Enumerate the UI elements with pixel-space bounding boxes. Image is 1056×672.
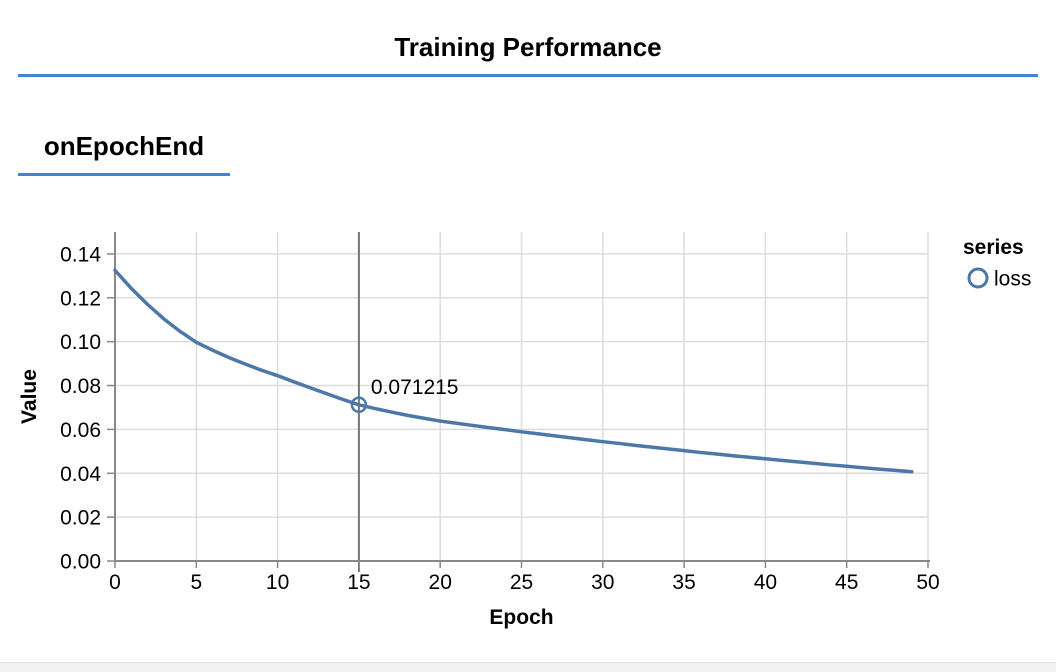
y-axis-title: Value	[18, 369, 41, 424]
x-tick-label: 5	[190, 571, 202, 594]
x-tick-label: 25	[510, 571, 533, 594]
page-bottom-edge	[0, 662, 1056, 672]
legend-loss-symbol	[967, 267, 989, 289]
title-underline	[18, 74, 1038, 77]
y-tick-label: 0.02	[60, 507, 101, 530]
page-title: Training Performance	[394, 32, 662, 62]
y-tick-label: 0.06	[60, 419, 101, 442]
hovered-point-marker	[350, 396, 368, 414]
x-tick-label: 20	[429, 571, 452, 594]
y-tick-label: 0.10	[60, 331, 101, 354]
chart-svg[interactable]: 0 5 10 15 20 25 30 35 40 45 50 0.00 0.02 0.04 0.06 0.08…	[0, 220, 1056, 650]
x-tick-label: 40	[754, 571, 777, 594]
x-tick-label: 15	[347, 571, 370, 594]
x-tick-label: 10	[266, 571, 289, 594]
x-axis-title: Epoch	[489, 606, 553, 629]
tooltip-value: 0.071215	[371, 376, 459, 399]
loss-line	[113, 268, 914, 474]
y-tick-label: 0.00	[60, 551, 101, 574]
y-tick-label: 0.04	[60, 463, 101, 486]
legend-title: series	[963, 236, 1024, 259]
y-tick-label: 0.14	[60, 243, 101, 266]
x-tick-label: 50	[916, 571, 939, 594]
x-tick-label: 30	[591, 571, 614, 594]
x-tick-label: 35	[672, 571, 695, 594]
y-tick-label: 0.12	[60, 287, 101, 310]
y-tick-label: 0.08	[60, 375, 101, 398]
legend-loss-label: loss	[994, 268, 1031, 291]
x-tick-label: 0	[109, 571, 121, 594]
x-tick-label: 45	[835, 571, 858, 594]
loss-chart[interactable]: 0 5 10 15 20 25 30 35 40 45 50 0.00 0.02 0.04 0.06 0.08…	[0, 220, 1056, 650]
section-heading-onepochend: onEpochEnd	[18, 131, 230, 176]
